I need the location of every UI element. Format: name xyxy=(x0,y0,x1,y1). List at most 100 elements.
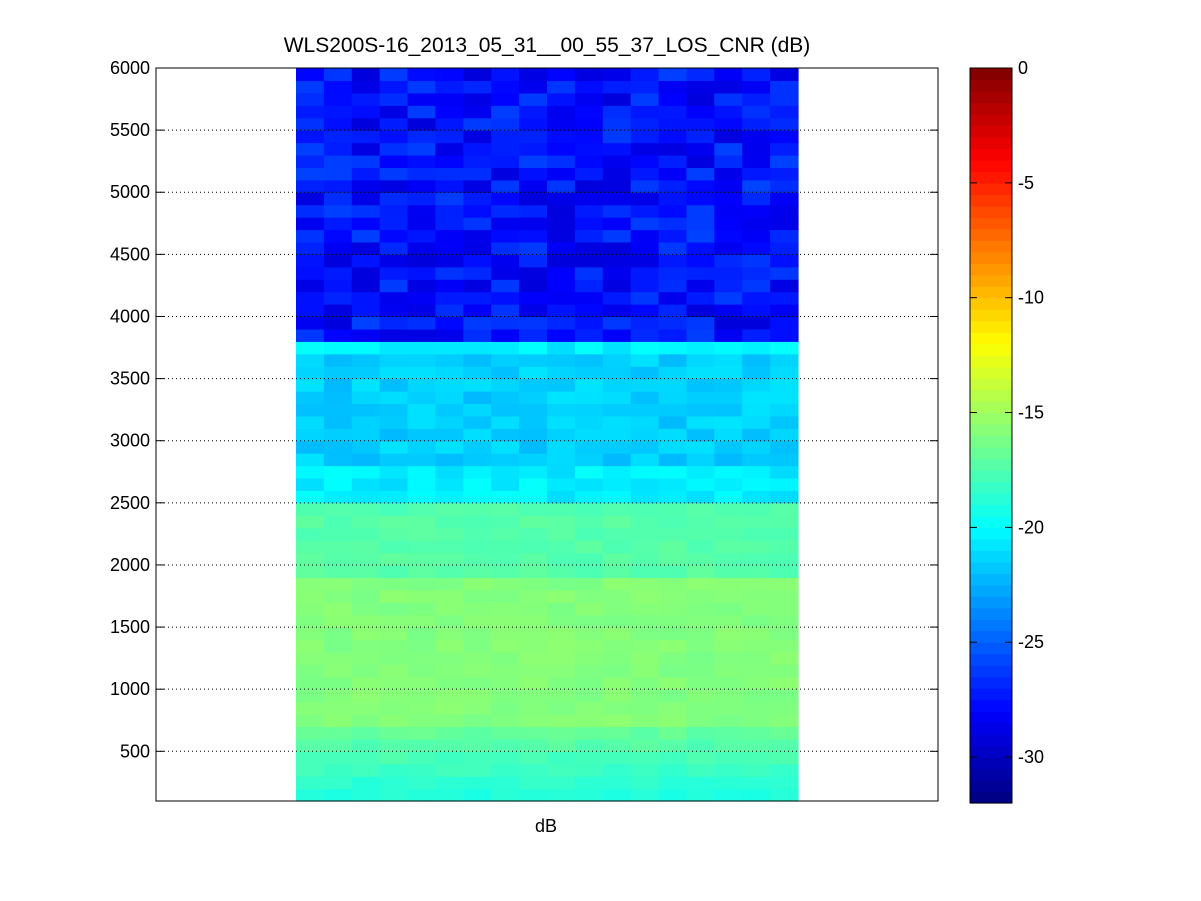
heatmap-cell xyxy=(296,465,325,479)
heatmap-cell xyxy=(770,353,799,367)
heatmap-cell xyxy=(574,266,604,280)
y-tick-label: 4500 xyxy=(110,244,150,264)
heatmap-cell xyxy=(686,316,715,330)
heatmap-cell xyxy=(519,465,548,479)
heatmap-cell xyxy=(658,453,688,467)
heatmap-cell xyxy=(770,627,799,641)
colorbar-tick-label: -5 xyxy=(1018,173,1034,193)
heatmap-cell xyxy=(323,726,353,740)
heatmap-cell xyxy=(658,689,688,703)
heatmap-cell xyxy=(686,701,715,715)
heatmap-cell xyxy=(714,440,743,454)
heatmap-cell xyxy=(351,415,381,429)
heatmap-cell xyxy=(547,515,576,529)
heatmap-cell xyxy=(351,266,381,280)
heatmap-cell xyxy=(407,589,437,603)
heatmap-cell xyxy=(351,490,381,504)
heatmap-cell xyxy=(602,714,632,728)
heatmap-cell xyxy=(519,167,548,181)
heatmap-cell xyxy=(574,154,604,168)
heatmap-cell xyxy=(574,241,604,255)
heatmap-cell xyxy=(379,415,409,429)
heatmap-cell xyxy=(574,130,604,144)
heatmap-cell xyxy=(742,142,771,156)
heatmap-cell xyxy=(630,564,660,578)
heatmap-cell xyxy=(714,328,743,342)
heatmap-cell xyxy=(742,726,771,740)
colorbar-band xyxy=(970,251,1012,264)
heatmap-cell xyxy=(574,304,604,318)
heatmap-cell xyxy=(742,68,771,82)
heatmap-cell xyxy=(435,440,464,454)
heatmap-cell xyxy=(463,179,492,193)
heatmap-cell xyxy=(574,726,604,740)
heatmap-cell xyxy=(296,701,325,715)
heatmap-cell xyxy=(351,540,381,554)
heatmap-cell xyxy=(323,676,353,690)
heatmap-cell xyxy=(630,378,660,392)
heatmap-cell xyxy=(770,714,799,728)
heatmap-cell xyxy=(407,130,437,144)
heatmap-cell xyxy=(491,142,520,156)
heatmap-cell xyxy=(742,341,771,355)
heatmap-cell xyxy=(714,167,743,181)
colorbar-band xyxy=(970,412,1012,425)
heatmap-cell xyxy=(770,316,799,330)
heatmap-cell xyxy=(435,217,464,231)
heatmap-cell xyxy=(658,328,688,342)
heatmap-cell xyxy=(491,403,520,417)
heatmap-cell xyxy=(323,440,353,454)
heatmap-cell xyxy=(770,614,799,628)
heatmap-cell xyxy=(379,154,409,168)
heatmap-cell xyxy=(323,378,353,392)
heatmap-cell xyxy=(379,490,409,504)
colorbar-band xyxy=(970,665,1012,678)
heatmap-cell xyxy=(547,316,576,330)
heatmap-cell xyxy=(742,415,771,429)
heatmap-cell xyxy=(574,403,604,417)
heatmap-cell xyxy=(602,738,632,752)
heatmap-cell xyxy=(491,291,520,305)
heatmap-cell xyxy=(602,217,632,231)
heatmap-cell xyxy=(435,378,464,392)
heatmap-cell xyxy=(491,415,520,429)
heatmap-cell xyxy=(407,726,437,740)
heatmap-cell xyxy=(686,751,715,765)
colorbar-band xyxy=(970,366,1012,379)
heatmap-cell xyxy=(630,763,660,777)
heatmap-cell xyxy=(686,378,715,392)
heatmap-cell xyxy=(519,217,548,231)
heatmap-cell xyxy=(547,105,576,119)
heatmap-cell xyxy=(742,527,771,541)
heatmap-cell xyxy=(742,639,771,653)
heatmap-cell xyxy=(658,502,688,516)
heatmap-cell xyxy=(351,291,381,305)
heatmap-cell xyxy=(742,279,771,293)
heatmap-cell xyxy=(351,142,381,156)
heatmap-cell xyxy=(630,266,660,280)
heatmap-cell xyxy=(463,279,492,293)
heatmap-cell xyxy=(323,465,353,479)
colorbar-band xyxy=(970,355,1012,368)
heatmap-cell xyxy=(547,788,576,802)
heatmap-cell xyxy=(602,627,632,641)
heatmap-cell xyxy=(630,204,660,218)
y-tick-label: 3000 xyxy=(110,431,150,451)
heatmap-cell xyxy=(323,689,353,703)
heatmap-cell xyxy=(574,465,604,479)
heatmap-cell xyxy=(574,540,604,554)
heatmap-cell xyxy=(323,341,353,355)
heatmap-cell xyxy=(547,254,576,268)
heatmap-cell xyxy=(714,415,743,429)
heatmap-cell xyxy=(463,502,492,516)
heatmap-cell xyxy=(686,130,715,144)
heatmap-cell xyxy=(463,490,492,504)
heatmap-cell xyxy=(296,130,325,144)
heatmap-cell xyxy=(602,391,632,405)
heatmap-cell xyxy=(379,726,409,740)
heatmap-cell xyxy=(435,179,464,193)
heatmap-cell xyxy=(574,204,604,218)
y-tick-label: 5000 xyxy=(110,182,150,202)
heatmap-cell xyxy=(630,676,660,690)
heatmap-cell xyxy=(491,204,520,218)
